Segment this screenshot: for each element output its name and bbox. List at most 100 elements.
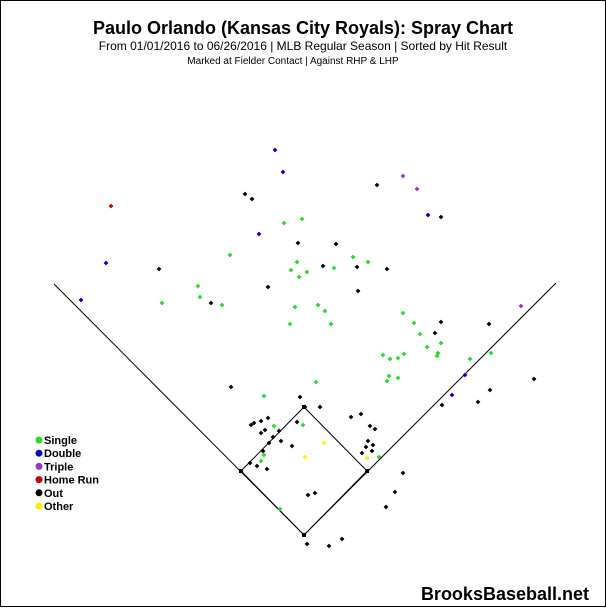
point-out [317,404,323,410]
point-out [247,460,253,466]
point-out [355,288,361,294]
legend-label-single: Single [44,435,77,447]
first-base [365,469,369,473]
legend-label-home-run: Home Run [44,475,99,487]
point-single [271,423,277,429]
legend-marker-out [35,489,43,497]
point-out [305,492,311,498]
point-out [297,394,303,400]
point-single [331,265,337,271]
point-single [434,353,440,359]
point-home-run [108,203,114,209]
point-other [321,440,327,446]
point-double [462,372,468,378]
point-single [197,294,203,300]
point-out [208,300,214,306]
point-out [304,541,310,547]
point-single [299,216,305,222]
point-out [228,384,234,390]
point-out [265,284,271,290]
point-single [400,310,406,316]
point-single [292,304,298,310]
point-out [260,448,266,454]
point-out [156,266,162,272]
legend-label-double: Double [44,448,81,460]
point-out [348,414,354,420]
point-single [281,220,287,226]
point-single [296,274,302,280]
point-out [258,418,264,424]
point-single [261,393,267,399]
legend-marker-other [35,502,43,510]
point-out [266,440,272,446]
point-double [272,147,278,153]
point-single [380,352,386,358]
chart-subtitle: From 01/01/2016 to 06/26/2016 | MLB Regu… [99,39,508,53]
point-out [251,420,257,426]
point-single [227,252,233,258]
legend-marker-triple [35,462,43,470]
point-single [159,300,165,306]
legend-marker-home-run [35,476,43,484]
field-diagram [53,282,557,537]
point-double [256,231,262,237]
hit-points [78,147,537,549]
point-out [365,438,371,444]
point-single [313,379,319,385]
point-out [369,448,375,454]
watermark: BrooksBaseball.net [421,584,589,604]
point-out [374,182,380,188]
point-single [261,452,267,458]
point-double [280,169,286,175]
point-out [432,330,438,336]
point-out [249,196,255,202]
point-double [78,297,84,303]
point-out [326,543,332,549]
point-single [417,331,423,337]
point-out [294,419,300,425]
point-out [359,450,365,456]
point-single [488,350,494,356]
point-out [320,263,326,269]
point-triple [400,173,406,179]
point-out [302,404,308,410]
point-out [242,191,248,197]
point-single [219,302,225,308]
point-triple [414,186,420,192]
point-out [372,426,378,432]
legend-marker-double [35,449,43,457]
point-out [392,489,398,495]
point-out [238,468,244,474]
point-single [387,356,393,362]
point-out [358,411,364,417]
legend-marker-single [35,436,43,444]
point-out [384,266,390,272]
point-out [301,532,307,538]
point-single [435,350,441,356]
point-single [322,308,328,314]
point-single [467,356,473,362]
point-out [264,466,270,472]
point-out [265,415,271,421]
point-single [395,375,401,381]
point-out [262,427,268,433]
legend-label-out: Out [44,488,63,500]
point-other [302,454,308,460]
point-out [258,430,264,436]
point-out [339,536,345,542]
point-single [438,340,444,346]
point-single [376,454,382,460]
point-out [367,423,373,429]
legend-label-other: Other [44,501,74,513]
point-out [400,470,406,476]
point-single [395,355,401,361]
point-single [350,254,356,260]
point-out [254,463,260,469]
point-out [248,422,254,428]
point-out [312,490,318,496]
point-triple [518,303,524,309]
legend-label-triple: Triple [44,461,73,473]
